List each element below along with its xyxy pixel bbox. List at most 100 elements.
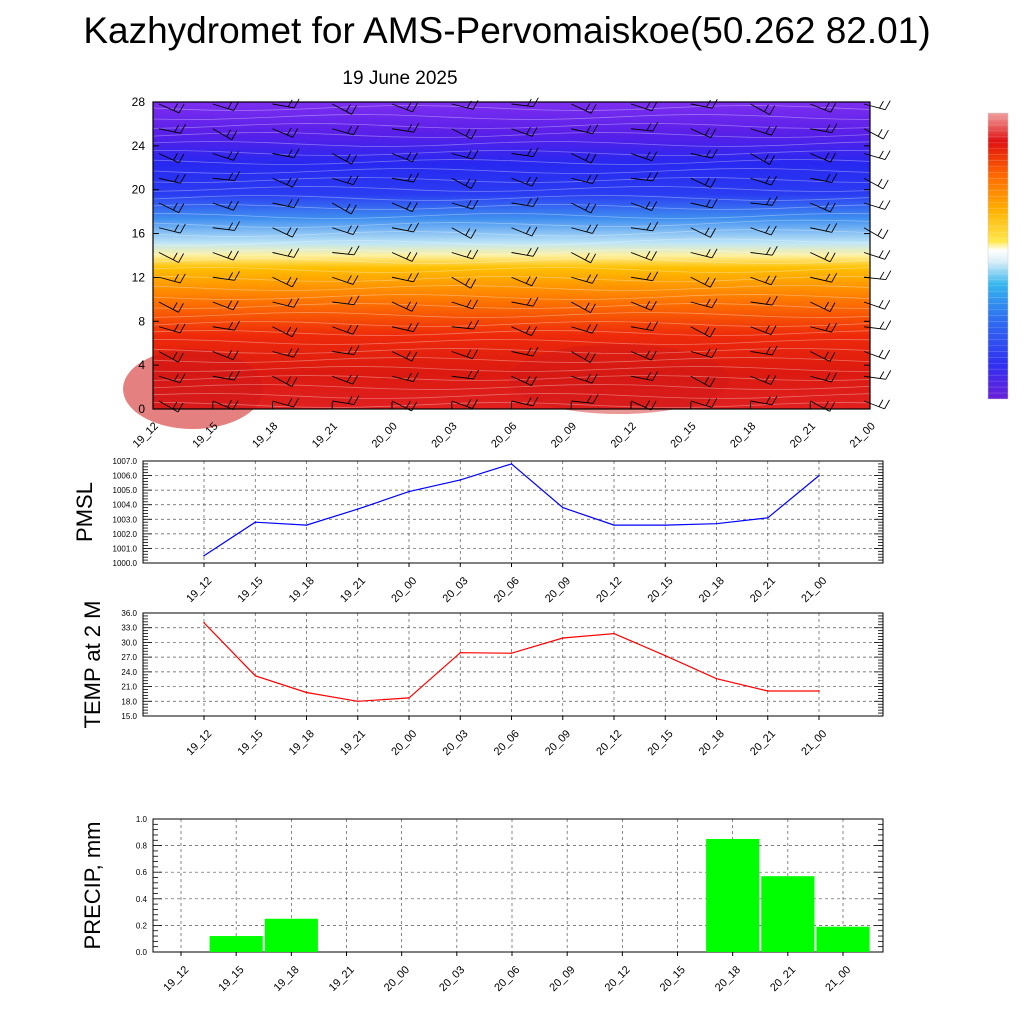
wind-barb-flag [592,174,598,184]
wind-barb-flag [831,322,837,333]
wind-barb-flag [286,177,292,185]
contour-line [152,213,871,219]
wind-barb-flag [711,98,718,109]
wind-barb-flag [293,298,300,308]
wind-barb-flag [592,394,599,404]
wind-barb-flag [531,127,538,137]
wind-barb-flag [652,221,659,232]
wind-barb-flag [705,199,711,207]
contour-line [152,357,871,363]
wind-barb-flag [526,297,532,306]
wind-barb-flag [346,324,352,333]
wind-barb-flag [771,125,777,136]
wind-barb [391,153,413,163]
wind-barb [690,227,711,238]
wind-barb [451,103,474,110]
wind-barb [391,326,414,333]
wind-barb-flag [227,300,233,308]
wind-barb-flag [764,375,770,383]
wind-barb-flag [532,247,539,257]
wind-barb [750,103,770,116]
wind-barb-flag [646,123,652,131]
x-tick-label: 19_18 [250,420,280,450]
wind-barb-flag [174,224,179,232]
wind-barb-flag [174,174,179,183]
y-tick-label: 1004.0 [113,501,138,510]
wind-barb-flag [706,99,711,108]
data-point [254,674,257,677]
wind-barb [511,351,534,357]
wind-barb-flag [287,149,293,157]
wind-barb [451,202,474,210]
colorbar [987,112,1009,400]
wind-barb-flag [352,175,359,185]
y-tick-label: 15.0 [121,712,137,721]
wind-barb [511,177,533,187]
wind-barb-flag [293,248,300,258]
wind-barb-flag [413,222,419,233]
data-point [459,651,462,654]
wind-barb-flag [173,323,179,332]
wind-barb [451,177,472,189]
x-tick-label: 20_18 [713,964,743,994]
wind-barb-flag [770,275,777,285]
wind-barb-flag [180,124,186,134]
wind-barb-flag [173,103,179,111]
wind-barb-flag [287,398,293,406]
wind-barb [690,103,713,109]
wind-barb-flag [882,229,889,239]
wind-barb [511,375,532,386]
wind-barb [810,400,830,412]
wind-barb [451,400,473,409]
y-tick-label: 8 [138,314,145,328]
wind-barb-flag [592,224,598,234]
wind-barb-flag [179,323,186,334]
wind-barb-flag [591,373,598,384]
wind-barb-flag [823,401,829,409]
wind-barb [630,103,653,112]
wind-barb-flag [711,148,718,159]
wind-barb-flag [831,223,838,233]
wind-barb-flag [704,227,710,235]
wind-barb [690,252,713,259]
wind-barb [451,227,472,239]
wind-barb-flag [466,399,472,407]
y-tick-label: 30.0 [121,638,137,647]
wind-barb [391,202,413,213]
wind-barb-flag [879,271,885,280]
chart-title: Kazhydromet for AMS-Pervomaiskoe(50.262 … [83,10,931,51]
wind-barb-flag [526,148,532,156]
wind-barb-flag [651,251,657,261]
wind-barb-flag [526,126,531,135]
y-tick-label: 24 [132,139,146,153]
wind-barb-flag [884,299,891,310]
y-tick-label: 0.0 [136,948,148,957]
wind-barb-flag [704,376,710,385]
wind-barb [750,301,773,306]
wind-barb-flag [174,124,180,133]
wind-barb-flag [227,250,233,259]
y-tick-label: 36.0 [121,609,137,618]
x-tick-label: 20_15 [658,964,688,994]
wind-barb [212,326,235,331]
plot-frame [152,818,884,953]
wind-barb-flag [645,151,651,159]
chart-subtitle: 19 June 2025 [342,68,458,89]
wind-barb-flag [592,274,598,284]
wind-barb [391,227,414,233]
wind-barb-flag [646,172,652,181]
wind-barb-flag [825,373,831,381]
wind-barb [332,276,354,285]
wind-barb-flag [232,300,239,311]
wind-barb [511,128,533,137]
wind-barb-flag [885,370,892,380]
wind-barb [272,351,294,358]
wind-barb [212,227,235,231]
wind-barb-flag [585,203,590,211]
data-point [356,700,359,703]
wind-barb-flag [825,323,831,331]
contour-line [152,186,871,192]
wind-barb-flag [645,350,651,358]
wind-barb-flag [884,399,890,410]
wind-barb [511,400,534,407]
